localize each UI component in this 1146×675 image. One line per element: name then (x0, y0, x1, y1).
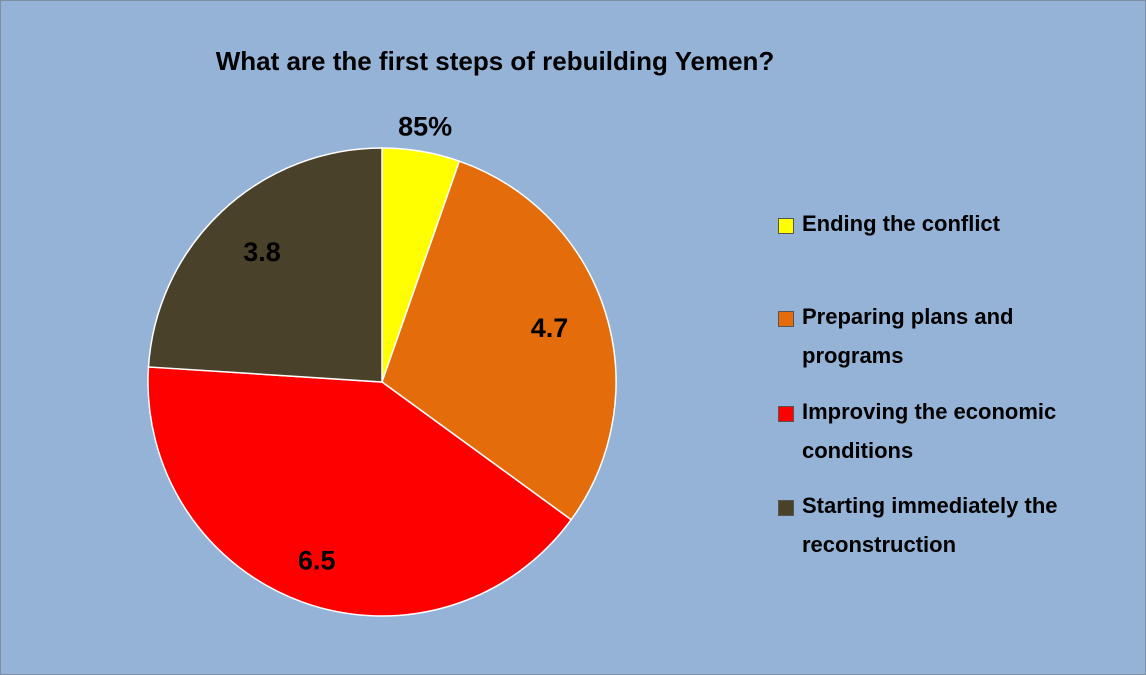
data-label: 6.5 (298, 546, 336, 576)
legend-item: Preparing plans and programs (778, 304, 1118, 375)
chart-title: What are the first steps of rebuilding Y… (216, 46, 775, 76)
data-label: 85% (398, 111, 452, 141)
legend-label: Ending the conflict (802, 211, 1000, 236)
legend-swatch (778, 406, 794, 422)
legend-item: Improving the economic conditions (778, 399, 1118, 470)
pie-slice (381, 160, 617, 521)
pie-slice (147, 366, 573, 617)
legend-item: Ending the conflict (778, 211, 1118, 243)
legend-label: Starting immediately the reconstruction (802, 493, 1058, 557)
pie-slice (147, 147, 383, 383)
legend-label: Preparing plans and programs (802, 304, 1014, 368)
legend-item: Starting immediately the reconstruction (778, 493, 1118, 564)
data-label: 3.8 (243, 237, 281, 267)
data-label: 4.7 (531, 313, 569, 343)
legend-swatch (778, 311, 794, 327)
legend-label: Improving the economic conditions (802, 399, 1057, 463)
legend-swatch (778, 500, 794, 516)
legend-swatch (778, 218, 794, 234)
